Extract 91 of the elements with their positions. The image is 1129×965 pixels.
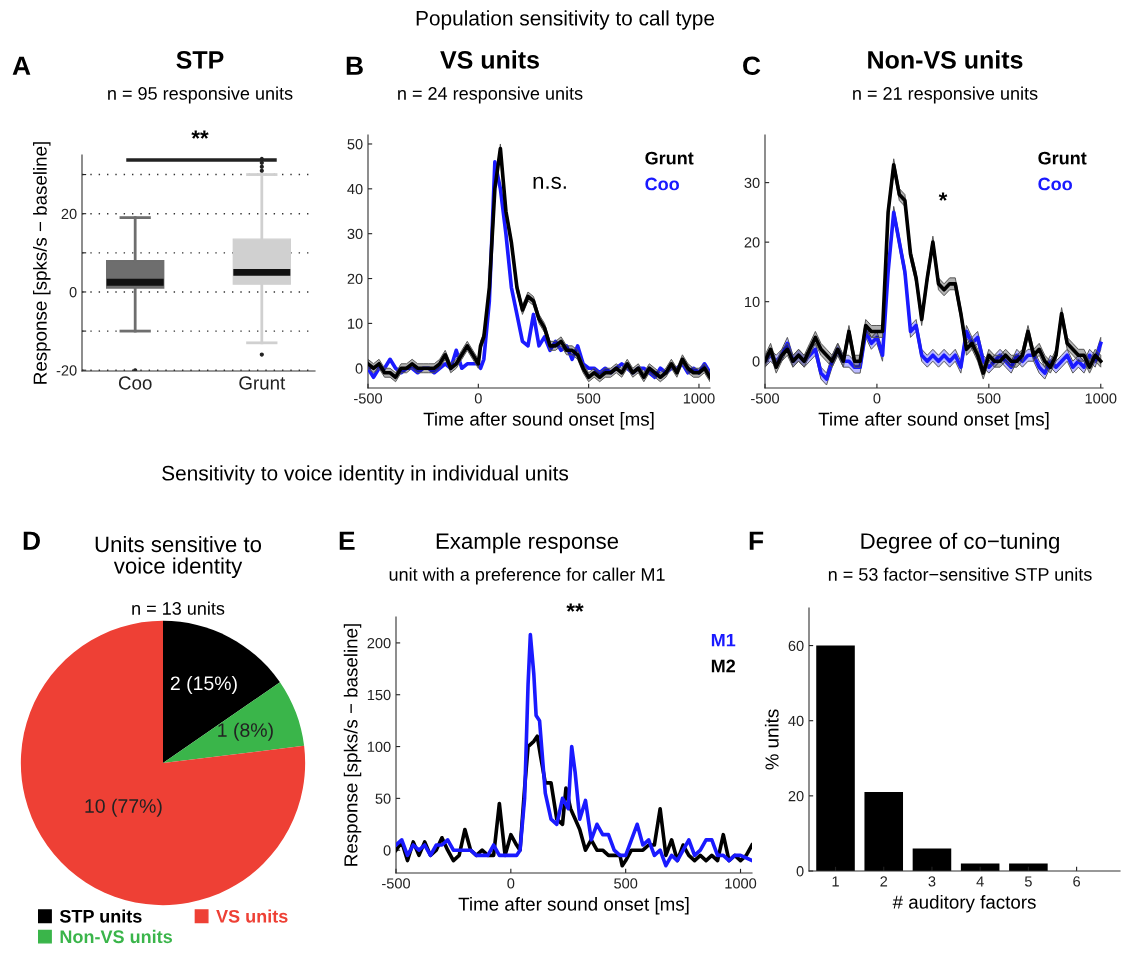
text: ** xyxy=(566,603,584,612)
pie-slice xyxy=(163,620,280,763)
y-tick-label: 10 xyxy=(745,296,760,308)
bar xyxy=(864,792,904,871)
bar xyxy=(960,863,1000,871)
text: ** xyxy=(191,130,209,139)
text: B xyxy=(346,56,363,75)
x-tick-label: -500 xyxy=(354,393,383,404)
text: Population sensitivity to call type xyxy=(416,10,715,30)
annotation: * xyxy=(938,192,948,201)
x-axis-title: Time after sound onset [ms] xyxy=(818,412,1049,430)
x-tick-label: 1000 xyxy=(725,878,757,889)
chart-title: STP xyxy=(176,51,224,69)
x-tick-label: 1 xyxy=(832,876,839,887)
y-tick-label: 20 xyxy=(61,208,77,220)
text: A xyxy=(12,56,31,75)
x-tick-label: 500 xyxy=(577,393,601,404)
x-tick-label: -500 xyxy=(382,878,411,889)
text: Grunt xyxy=(1038,151,1087,165)
x-tick-label: -500 xyxy=(751,393,780,404)
text: Coo xyxy=(645,177,679,191)
x-tick-label: 6 xyxy=(1073,876,1081,887)
chart-subtitle: n = 13 units xyxy=(132,601,225,615)
data-label: 1 (8%) xyxy=(218,722,273,741)
text: Grunt xyxy=(645,151,694,165)
x-tick-label: 4 xyxy=(976,876,984,887)
y-axis-title: Response [spks/s − baseline] xyxy=(343,624,362,866)
x-tick-label: 2 xyxy=(880,876,888,887)
x-tick-label: 0 xyxy=(873,393,881,404)
y-tick-label: 0 xyxy=(752,356,760,367)
y-tick-label: 40 xyxy=(788,715,804,727)
chart-subtitle: n = 53 factor−sensitive STP units xyxy=(828,567,1092,581)
y-tick-label: 40 xyxy=(347,183,363,195)
text: M2 xyxy=(711,659,736,673)
y-tick-label: 60 xyxy=(788,640,804,651)
text: D xyxy=(23,531,40,550)
chart-title: Example response xyxy=(436,532,619,554)
text: M1 xyxy=(711,633,736,647)
data-label: 10 (77%) xyxy=(85,798,162,817)
y-tick-label: 20 xyxy=(788,790,804,802)
annotation: n.s. xyxy=(533,176,566,189)
y-tick-label: 30 xyxy=(744,177,760,189)
bar xyxy=(912,848,952,871)
x-tick-label: 1000 xyxy=(1085,393,1117,404)
data-label: 2 (15%) xyxy=(170,675,237,695)
x-tick-label: 5 xyxy=(1024,876,1032,887)
y-tick-label: 50 xyxy=(347,139,363,150)
y-tick-label: 10 xyxy=(348,318,363,329)
chart-subtitle: n = 95 responsive units xyxy=(108,86,293,104)
pie-slice xyxy=(20,620,306,906)
x-axis-title: # auditory factors xyxy=(892,895,1036,913)
y-tick-label: -20 xyxy=(56,365,77,376)
y-tick-label: 20 xyxy=(744,237,760,248)
chart-title: Units sensitive to voice identity xyxy=(95,535,262,579)
chart-subtitle: n = 21 responsive units xyxy=(853,86,1038,104)
chart-title: Non-VS units xyxy=(868,50,1023,69)
y-tick-label: 100 xyxy=(367,741,391,752)
text: Coo xyxy=(1038,177,1072,191)
x-tick-label: 1000 xyxy=(683,393,715,404)
text: F xyxy=(749,531,764,550)
y-tick-label: 0 xyxy=(383,845,391,856)
chart-title: Degree of co−tuning xyxy=(861,532,1059,554)
chart-title: VS units xyxy=(440,50,539,69)
text: Sensitivity to voice identity in individual units xyxy=(162,465,569,485)
y-tick-label: 50 xyxy=(375,793,391,804)
x-tick-label: 3 xyxy=(928,876,936,887)
legend-label: Non-VS units xyxy=(60,929,172,944)
legend-label: VS units xyxy=(216,909,288,923)
y-tick-label: 200 xyxy=(367,638,391,649)
text: E xyxy=(339,531,355,550)
y-tick-label: 30 xyxy=(347,228,363,240)
x-axis-title: Time after sound onset [ms] xyxy=(423,412,654,430)
x-tick-label: 0 xyxy=(507,878,515,889)
y-tick-label: 0 xyxy=(796,866,804,877)
y-axis-title: Response [spks/s − baseline] xyxy=(33,142,51,384)
line-series xyxy=(396,632,752,868)
chart-subtitle: n = 24 responsive units xyxy=(398,86,583,104)
y-tick-label: 150 xyxy=(367,689,391,701)
x-tick-label: 500 xyxy=(614,878,638,889)
legend-label: STP units xyxy=(59,909,142,923)
text: C xyxy=(743,56,761,76)
y-tick-label: 20 xyxy=(347,273,363,284)
bar xyxy=(816,645,855,871)
x-tick-label: 0 xyxy=(474,393,482,404)
chart-subtitle: unit with a preference for caller M1 xyxy=(389,567,665,585)
y-axis-title: % units xyxy=(764,709,779,770)
bar xyxy=(1009,863,1048,871)
y-tick-label: 0 xyxy=(355,363,363,374)
x-tick-label: 500 xyxy=(977,393,1001,404)
y-tick-label: 0 xyxy=(69,287,77,298)
x-axis-title: Time after sound onset [ms] xyxy=(458,897,689,915)
